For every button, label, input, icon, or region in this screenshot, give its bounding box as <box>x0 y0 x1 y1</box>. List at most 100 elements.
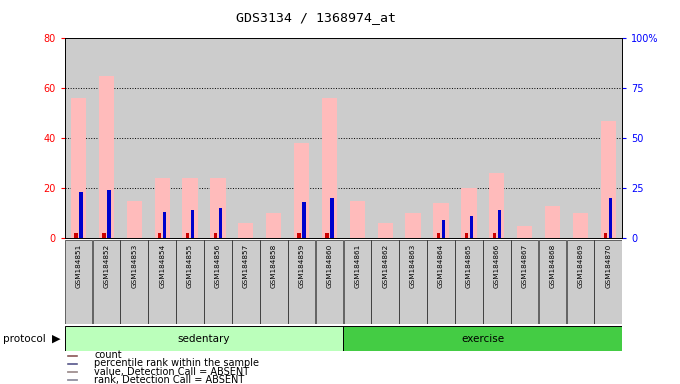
Bar <box>232 240 260 324</box>
Bar <box>483 240 511 324</box>
Bar <box>377 223 393 238</box>
Text: sedentary: sedentary <box>177 334 231 344</box>
Bar <box>288 38 316 238</box>
Bar <box>238 223 254 238</box>
Text: GSM184869: GSM184869 <box>577 243 583 288</box>
Bar <box>266 213 282 238</box>
Text: GSM184866: GSM184866 <box>494 243 500 288</box>
Bar <box>437 233 440 238</box>
Bar <box>260 240 288 324</box>
Text: value, Detection Call = ABSENT: value, Detection Call = ABSENT <box>94 367 250 377</box>
Text: GSM184867: GSM184867 <box>522 243 528 288</box>
Bar <box>80 192 83 238</box>
Bar <box>371 240 399 324</box>
Bar <box>573 213 588 238</box>
Bar <box>65 240 92 324</box>
Bar <box>433 203 449 238</box>
Bar <box>260 38 288 238</box>
Text: GSM184870: GSM184870 <box>605 243 611 288</box>
Bar <box>120 240 148 324</box>
Bar <box>67 379 78 380</box>
Bar <box>107 190 111 238</box>
Bar <box>99 76 114 238</box>
Bar <box>176 240 204 324</box>
Bar <box>350 200 365 238</box>
Bar <box>186 233 189 238</box>
Bar <box>427 38 455 238</box>
Bar <box>343 326 622 351</box>
Text: GSM184857: GSM184857 <box>243 243 249 288</box>
Bar <box>343 38 371 238</box>
Text: GDS3134 / 1368974_at: GDS3134 / 1368974_at <box>236 12 396 25</box>
Bar <box>442 220 445 238</box>
Bar <box>325 233 328 238</box>
Bar <box>92 38 120 238</box>
Bar <box>594 240 622 324</box>
Text: GSM184859: GSM184859 <box>299 243 305 288</box>
Text: GSM184865: GSM184865 <box>466 243 472 288</box>
Bar <box>67 355 78 356</box>
Bar <box>492 233 496 238</box>
Bar <box>464 233 468 238</box>
Bar <box>371 38 399 238</box>
Bar <box>67 363 78 364</box>
Bar <box>214 233 217 238</box>
Bar <box>148 38 176 238</box>
Bar <box>539 240 566 324</box>
Bar <box>191 210 194 238</box>
Bar <box>399 38 427 238</box>
Text: GSM184864: GSM184864 <box>438 243 444 288</box>
Bar <box>511 240 539 324</box>
Bar <box>322 98 337 238</box>
Bar <box>539 38 566 238</box>
Bar <box>405 213 421 238</box>
Bar <box>65 326 343 351</box>
Bar <box>74 233 78 238</box>
Text: exercise: exercise <box>461 334 505 344</box>
Bar <box>455 240 483 324</box>
Bar <box>511 38 539 238</box>
Bar <box>316 38 343 238</box>
Bar <box>92 240 120 324</box>
Text: protocol: protocol <box>3 334 46 344</box>
Text: ▶: ▶ <box>52 334 61 344</box>
Text: GSM184858: GSM184858 <box>271 243 277 288</box>
Bar <box>204 240 232 324</box>
Bar <box>288 240 316 324</box>
Bar <box>609 198 613 238</box>
Text: GSM184854: GSM184854 <box>159 243 165 288</box>
Text: GSM184855: GSM184855 <box>187 243 193 288</box>
Bar <box>498 210 501 238</box>
Bar <box>182 178 198 238</box>
Text: GSM184862: GSM184862 <box>382 243 388 288</box>
Bar <box>163 212 167 238</box>
Text: count: count <box>94 350 122 360</box>
Text: GSM184856: GSM184856 <box>215 243 221 288</box>
Bar <box>102 233 105 238</box>
Bar <box>71 98 86 238</box>
Bar <box>470 216 473 238</box>
Bar <box>232 38 260 238</box>
Bar <box>154 178 170 238</box>
Bar <box>517 226 532 238</box>
Bar <box>427 240 455 324</box>
Bar <box>294 143 309 238</box>
Bar <box>489 173 505 238</box>
Bar <box>204 38 232 238</box>
Bar <box>461 188 477 238</box>
Bar <box>316 240 343 324</box>
Bar <box>210 178 226 238</box>
Bar <box>148 240 176 324</box>
Text: GSM184863: GSM184863 <box>410 243 416 288</box>
Text: GSM184853: GSM184853 <box>131 243 137 288</box>
Text: GSM184861: GSM184861 <box>354 243 360 288</box>
Bar <box>566 240 594 324</box>
Bar <box>604 233 607 238</box>
Bar <box>600 121 616 238</box>
Text: GSM184852: GSM184852 <box>103 243 109 288</box>
Bar <box>219 208 222 238</box>
Bar <box>158 233 161 238</box>
Bar <box>399 240 427 324</box>
Bar <box>120 38 148 238</box>
Bar <box>65 38 92 238</box>
